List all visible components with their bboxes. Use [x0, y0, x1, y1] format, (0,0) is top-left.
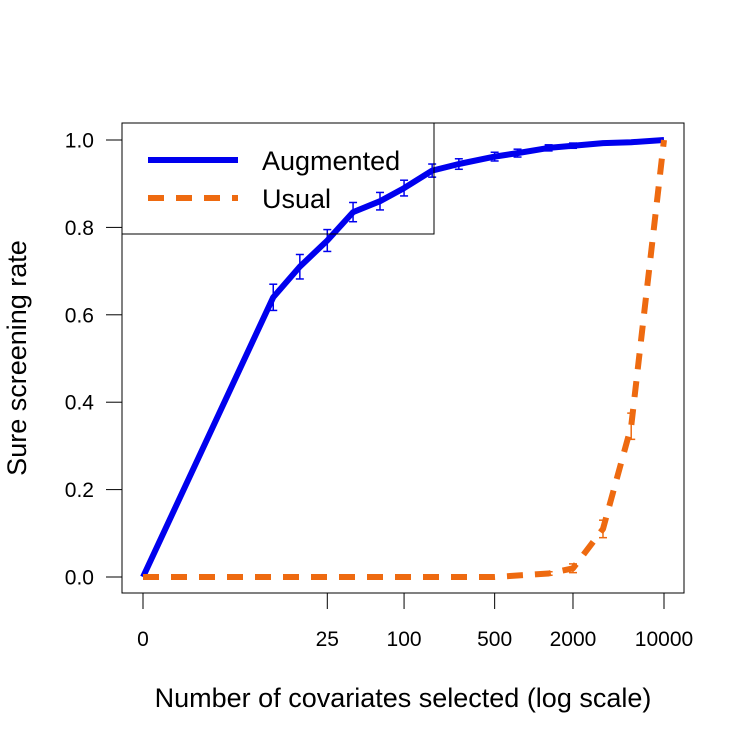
error-bar	[269, 283, 278, 312]
y-tick-label: 0.4	[65, 392, 95, 415]
y-axis: 0.0 0.2 0.4 0.6 0.8 1.0	[65, 130, 123, 590]
error-bar	[490, 151, 499, 162]
error-bar	[568, 142, 577, 150]
series-line-augmented	[140, 137, 665, 579]
error-bar	[513, 148, 522, 158]
x-tick-label: 500	[477, 628, 512, 651]
series-line-usual	[143, 139, 667, 580]
legend-box	[121, 122, 435, 235]
x-tick-label: 10000	[635, 628, 693, 651]
x-tick-label: 0	[137, 628, 149, 651]
x-tick-label: 2000	[550, 628, 597, 651]
x-tick-label: 100	[387, 628, 422, 651]
x-tick-label: 25	[316, 628, 339, 651]
error-bar	[428, 163, 437, 178]
error-bar	[295, 253, 304, 280]
error-bar	[598, 519, 607, 539]
error-bar	[598, 140, 607, 146]
error-bar	[400, 179, 409, 197]
error-bar	[627, 140, 636, 145]
error-bar	[349, 201, 358, 223]
error-bar	[323, 228, 332, 253]
error-bar	[375, 191, 384, 211]
legend-label-usual: Usual	[262, 184, 331, 214]
y-tick-label: 0.6	[65, 304, 94, 327]
y-tick-label: 0.8	[65, 217, 94, 240]
error-bar	[544, 571, 553, 577]
error-bar	[627, 412, 636, 441]
y-tick-label: 0.0	[65, 567, 94, 590]
error-bar	[454, 158, 463, 171]
series-layer	[140, 137, 667, 580]
legend-label-augmented: Augmented	[262, 146, 400, 176]
x-axis: 0 25 100 500 2000 10000	[137, 592, 693, 651]
x-axis-label: Number of covariates selected (log scale…	[155, 683, 652, 713]
error-bar	[568, 563, 577, 574]
y-tick-label: 1.0	[65, 130, 94, 153]
error-bar	[544, 144, 553, 152]
legend: Augmented Usual	[121, 122, 435, 235]
y-axis-label: Sure screening rate	[2, 240, 32, 476]
y-tick-label: 0.2	[65, 479, 94, 502]
